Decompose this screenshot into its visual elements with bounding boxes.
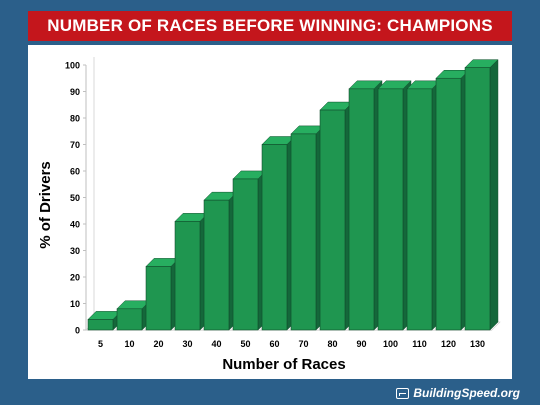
bar-front — [232, 178, 259, 331]
y-tick-label: 40 — [70, 220, 80, 230]
bar-30 — [174, 212, 209, 331]
bar-chart: 0 10 20 30 40 50 60 70 80 90 100 5 10 20 30 40 50 60 70 80… — [37, 57, 501, 373]
bar-60 — [261, 135, 296, 331]
x-tick-label: 110 — [412, 339, 427, 349]
bar-130 — [464, 59, 499, 331]
x-tick-label: 120 — [441, 339, 456, 349]
bar-front — [145, 266, 172, 331]
y-tick-label: 100 — [65, 61, 80, 71]
y-tick-label: 70 — [70, 140, 80, 150]
x-tick-labels: 5 10 20 30 40 50 60 70 80 90 100 110 120 130 — [98, 339, 485, 349]
bar-40 — [203, 191, 238, 331]
bar-front — [87, 319, 114, 331]
bar-70 — [290, 125, 325, 331]
bar-front — [319, 109, 346, 331]
x-tick-label: 5 — [98, 339, 103, 349]
chart-panel: 0 10 20 30 40 50 60 70 80 90 100 5 10 20 30 40 50 60 70 80… — [28, 45, 512, 379]
bar-front — [116, 308, 143, 331]
bar-120 — [435, 69, 470, 331]
bars-group — [87, 59, 499, 331]
y-tick-label: 90 — [70, 87, 80, 97]
chart-title-banner: NUMBER OF RACES BEFORE WINNING: CHAMPION… — [28, 11, 512, 41]
bar-90 — [348, 80, 383, 331]
bar-10 — [116, 300, 151, 331]
x-tick-label: 60 — [269, 339, 279, 349]
bar-5 — [87, 310, 122, 331]
bar-front — [203, 199, 230, 331]
x-tick-label: 90 — [356, 339, 366, 349]
bar-110 — [406, 80, 441, 331]
bar-80 — [319, 101, 354, 331]
y-tick-label: 60 — [70, 167, 80, 177]
bar-front — [174, 221, 201, 331]
bar-front — [377, 88, 404, 331]
chart-icon — [396, 387, 410, 399]
x-tick-label: 30 — [182, 339, 192, 349]
y-tick-label: 10 — [70, 299, 80, 309]
bar-side — [489, 59, 499, 331]
bar-50 — [232, 170, 267, 331]
y-tick-label: 80 — [70, 114, 80, 124]
y-axis-label: % of Drivers — [37, 161, 54, 249]
y-tick-labels: 0 10 20 30 40 50 60 70 80 90 100 — [65, 61, 86, 336]
bar-front — [261, 144, 288, 331]
x-tick-label: 20 — [153, 339, 163, 349]
bar-front — [464, 67, 491, 331]
bar-100 — [377, 80, 412, 331]
y-tick-label: 20 — [70, 273, 80, 283]
y-tick-label: 30 — [70, 246, 80, 256]
x-tick-label: 80 — [327, 339, 337, 349]
bar-20 — [145, 257, 180, 331]
y-tick-label: 0 — [75, 326, 80, 336]
x-tick-label: 40 — [211, 339, 221, 349]
bar-front — [435, 77, 462, 331]
bar-front — [290, 133, 317, 331]
y-tick-label: 50 — [70, 193, 80, 203]
bar-front — [348, 88, 375, 331]
chart-title: NUMBER OF RACES BEFORE WINNING: CHAMPION… — [47, 16, 493, 35]
x-tick-label: 50 — [240, 339, 250, 349]
watermark-text: BuildingSpeed.org — [413, 386, 520, 400]
x-tick-label: 130 — [470, 339, 485, 349]
x-tick-label: 10 — [124, 339, 134, 349]
x-tick-label: 70 — [298, 339, 308, 349]
x-tick-label: 100 — [383, 339, 398, 349]
x-axis-label: Number of Races — [222, 356, 345, 373]
watermark: BuildingSpeed.org — [396, 386, 520, 400]
bar-front — [406, 88, 433, 331]
